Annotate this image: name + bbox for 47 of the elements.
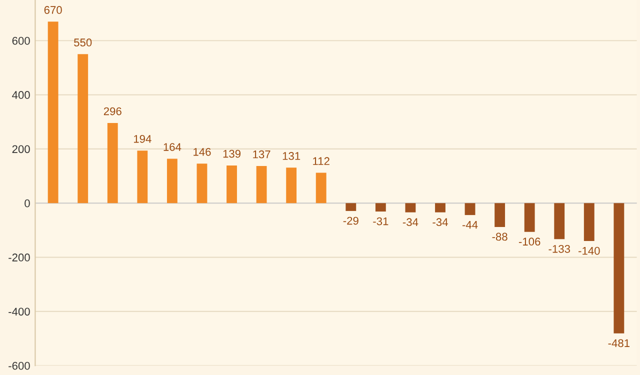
data-label: 131	[282, 152, 300, 160]
bar	[614, 203, 624, 334]
data-label: -31	[373, 217, 388, 226]
bar	[316, 172, 326, 204]
data-label: 550	[74, 38, 92, 46]
y-tick-label: 400	[12, 91, 30, 99]
bar	[464, 203, 476, 216]
y-tick-label: 200	[12, 145, 30, 154]
data-label: -140	[578, 246, 600, 255]
bar	[346, 203, 356, 211]
bar	[48, 22, 58, 204]
bar	[78, 54, 88, 204]
data-label: -34	[402, 218, 418, 226]
bar	[494, 203, 506, 227]
data-label: 112	[313, 157, 330, 165]
data-label: -133	[548, 244, 570, 253]
data-label: -34	[432, 218, 448, 226]
data-label: -106	[518, 238, 540, 246]
data-label: 139	[223, 150, 241, 158]
bar	[554, 203, 565, 240]
bar	[107, 122, 118, 204]
data-label: 194	[134, 134, 152, 143]
data-label: 670	[44, 6, 62, 14]
data-label: 296	[104, 107, 122, 116]
data-label: -481	[608, 339, 630, 348]
data-label: 146	[194, 148, 211, 156]
data-label: -44	[462, 221, 478, 229]
bar	[256, 166, 267, 204]
bar	[196, 164, 208, 204]
y-tick-label: -600	[8, 362, 30, 370]
bar	[524, 203, 535, 232]
bar	[166, 158, 178, 204]
data-label: -88	[492, 232, 508, 241]
bar	[405, 203, 416, 212]
bar	[435, 203, 446, 212]
data-label: -29	[343, 216, 358, 225]
data-label: 137	[253, 150, 270, 158]
data-label: 164	[164, 143, 182, 151]
bar	[286, 168, 297, 204]
y-tick-label: -200	[8, 254, 30, 262]
y-tick-label: 600	[12, 36, 30, 45]
bar	[137, 150, 148, 204]
bar	[375, 203, 386, 212]
y-tick-label: -400	[8, 308, 30, 316]
bar	[226, 165, 237, 204]
y-tick-label: 0	[24, 199, 30, 208]
bar	[584, 203, 594, 242]
